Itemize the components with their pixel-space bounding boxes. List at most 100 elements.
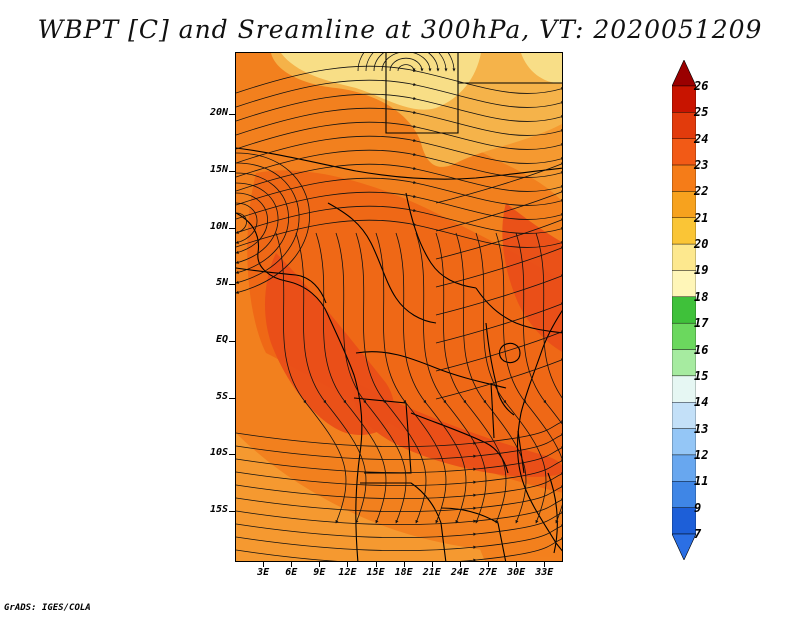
streamline-12 bbox=[236, 219, 562, 248]
lat-tick bbox=[229, 341, 235, 342]
streamlines bbox=[236, 53, 562, 561]
border-congo bbox=[355, 351, 507, 389]
wbpt-streamline-map bbox=[236, 53, 562, 561]
lon-label-15e: 15E bbox=[366, 567, 385, 578]
streamline-40 bbox=[236, 420, 562, 448]
colorbar-label-7: 7 bbox=[694, 527, 702, 541]
coast-gulf-guinea bbox=[236, 267, 327, 304]
streamline-47 bbox=[236, 511, 562, 539]
lon-tick bbox=[403, 562, 405, 567]
colorbar-swatch-17 bbox=[672, 507, 696, 535]
streamline-16 bbox=[373, 53, 440, 72]
colorbar-swatch-10 bbox=[672, 322, 696, 350]
lat-label-5s: 5S bbox=[215, 390, 228, 402]
streamline-42 bbox=[236, 446, 562, 474]
lon-label-21e: 21E bbox=[422, 567, 441, 578]
streamline-45 bbox=[236, 485, 562, 513]
lon-tick bbox=[347, 562, 349, 567]
colorbar-swatch-8 bbox=[672, 270, 696, 298]
colorbar-label-16: 16 bbox=[694, 342, 709, 357]
lat-label-20n: 20N bbox=[209, 107, 228, 119]
chart-title: WBPT [C] and Sreamline at 300hPa, VT: 20… bbox=[37, 15, 763, 44]
colorbar-label-13: 13 bbox=[694, 421, 709, 436]
streamline-54 bbox=[435, 274, 562, 316]
lat-tick bbox=[229, 227, 235, 229]
colorbar-swatch-15 bbox=[672, 454, 696, 482]
lat-tick bbox=[229, 171, 235, 172]
colorbar-label-21: 21 bbox=[694, 210, 709, 225]
colorbar-label-24: 24 bbox=[694, 131, 709, 146]
lon-label-6e: 6E bbox=[285, 567, 298, 578]
lon-tick bbox=[263, 562, 265, 567]
colorbar-label-9: 9 bbox=[694, 500, 702, 515]
streamline-51 bbox=[435, 190, 562, 232]
lon-label-9e: 9E bbox=[313, 567, 326, 578]
streamline-44 bbox=[236, 472, 562, 500]
streamline-14 bbox=[389, 57, 424, 72]
lon-tick bbox=[516, 562, 518, 567]
streamline-37 bbox=[495, 232, 562, 524]
colorbar-swatch-9 bbox=[672, 296, 696, 324]
streamline-25 bbox=[236, 152, 310, 294]
colorbar-label-11: 11 bbox=[694, 474, 709, 489]
border-east-1 bbox=[475, 287, 562, 334]
lon-label-27e: 27E bbox=[478, 567, 498, 578]
colorbar-label-17: 17 bbox=[694, 316, 709, 331]
colorbar-label-26: 26 bbox=[694, 79, 709, 93]
streamline-49 bbox=[236, 537, 562, 561]
colorbar-swatch-4 bbox=[672, 164, 696, 192]
lon-tick bbox=[488, 562, 490, 567]
streamline-15 bbox=[381, 53, 432, 72]
colorbar-swatch-1 bbox=[672, 85, 696, 113]
colorbar-label-20: 20 bbox=[694, 237, 709, 252]
colorbar-swatch-5 bbox=[672, 191, 696, 218]
colorbar-label-22: 22 bbox=[694, 184, 709, 199]
border-central-2 bbox=[405, 192, 477, 289]
map-panel bbox=[235, 52, 563, 562]
lat-label-10n: 10N bbox=[209, 220, 228, 232]
colorbar-label-23: 23 bbox=[694, 158, 709, 173]
colorbar-swatch-16 bbox=[672, 481, 696, 508]
field-21-southwest bbox=[236, 433, 562, 561]
streamline-50 bbox=[435, 162, 562, 204]
lat-tick bbox=[229, 284, 235, 286]
streamline-18 bbox=[357, 53, 456, 72]
lon-label-12e: 12E bbox=[338, 567, 357, 578]
lat-tick bbox=[229, 454, 235, 456]
colorbar-label-18: 18 bbox=[694, 289, 709, 304]
lat-tick bbox=[229, 114, 235, 116]
lat-label-15s: 15S bbox=[209, 504, 228, 515]
streamline-19 bbox=[236, 212, 247, 234]
streamline-17 bbox=[365, 53, 448, 72]
streamline-56 bbox=[435, 330, 562, 372]
footer-credit: GrADS: IGES/COLA bbox=[4, 603, 91, 613]
colorbar-swatch-11 bbox=[672, 349, 696, 377]
lon-label-30e: 30E bbox=[507, 567, 526, 578]
colorbar-swatch-2 bbox=[672, 112, 696, 139]
lon-label-18e: 18E bbox=[394, 567, 413, 578]
colorbar-swatch-12 bbox=[672, 375, 696, 403]
colorbar-label-15: 15 bbox=[694, 368, 709, 383]
lon-label-3e: 3E bbox=[257, 567, 270, 578]
colorbar-swatch-6 bbox=[672, 217, 696, 245]
lat-tick bbox=[229, 397, 235, 399]
lon-tick bbox=[319, 562, 321, 567]
streamline-20 bbox=[236, 202, 258, 244]
lat-label-15n: 15N bbox=[209, 164, 228, 175]
lon-tick bbox=[291, 562, 293, 567]
colorbar bbox=[672, 60, 696, 560]
colorbar-swatch-7 bbox=[672, 243, 696, 271]
streamline-39 bbox=[535, 232, 562, 398]
colorbar-swatch-14 bbox=[672, 428, 696, 456]
streamline-38 bbox=[515, 232, 562, 524]
streamline-23 bbox=[236, 172, 289, 274]
lon-label-24e: 24E bbox=[450, 567, 469, 578]
streamline-22 bbox=[236, 182, 279, 264]
colorbar-bottom-arrow bbox=[672, 533, 696, 560]
colorbar-swatch-13 bbox=[672, 402, 696, 429]
lat-tick bbox=[229, 511, 235, 512]
streamline-24 bbox=[236, 162, 300, 284]
lon-tick bbox=[375, 562, 377, 567]
lon-tick bbox=[459, 562, 461, 567]
streamline-41 bbox=[236, 433, 562, 461]
